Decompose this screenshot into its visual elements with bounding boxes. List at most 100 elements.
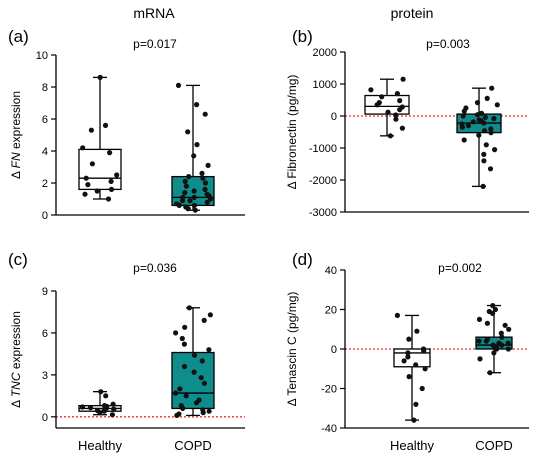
data-point	[198, 375, 204, 381]
data-point	[101, 403, 108, 409]
data-point	[204, 191, 210, 197]
p-value: p=0.036	[133, 261, 177, 275]
y-axis-label: Δ Tenascin C (pg/mg)	[285, 292, 299, 407]
data-point	[191, 194, 197, 200]
y-tick-label: 9	[42, 286, 48, 298]
data-point	[474, 100, 481, 106]
data-point	[465, 123, 471, 129]
data-point	[498, 330, 504, 336]
data-point	[481, 158, 487, 164]
data-point	[470, 119, 476, 125]
data-point	[102, 122, 109, 128]
data-point	[394, 91, 400, 97]
data-point	[176, 411, 182, 417]
category-label-healthy: Healthy	[78, 438, 123, 453]
data-point	[105, 196, 112, 202]
data-point	[173, 390, 179, 396]
y-tick-label: 6	[42, 114, 48, 126]
data-point	[183, 204, 189, 210]
data-point	[400, 76, 406, 82]
data-point	[486, 308, 492, 315]
data-point	[460, 113, 466, 119]
y-tick-label: 1000	[313, 79, 337, 91]
y-tick-label: 20	[325, 305, 337, 317]
data-point	[406, 374, 412, 380]
data-point	[191, 352, 198, 358]
data-point	[484, 336, 491, 342]
data-point	[103, 393, 109, 399]
y-axis-label: Δ Fibronectin (pg/mg)	[285, 75, 299, 190]
data-point	[463, 105, 469, 111]
iqr-box	[171, 351, 215, 410]
y-tick-label: 10	[36, 50, 48, 62]
column-title-mrna: mRNA	[133, 5, 175, 21]
y-tick-label: 40	[325, 265, 337, 277]
data-point	[175, 82, 182, 88]
data-point	[394, 312, 400, 318]
data-point	[385, 109, 391, 115]
category-label-copd: COPD	[475, 438, 513, 453]
data-point	[194, 142, 200, 148]
y-tick-label: 0	[42, 412, 48, 424]
data-point	[484, 95, 490, 101]
data-point	[487, 166, 494, 172]
panel-d: (d) p=0.002 -40 -20 0 20 40 Δ Tenascin C (pg/mg…	[285, 250, 529, 453]
data-point	[502, 322, 508, 328]
data-point	[490, 303, 496, 309]
data-point	[191, 202, 197, 208]
box-copd	[171, 82, 215, 213]
data-point	[399, 104, 405, 110]
data-point	[488, 130, 494, 136]
y-tick-label: 0	[331, 111, 337, 123]
data-point	[107, 150, 113, 156]
data-point	[399, 125, 405, 131]
data-point	[186, 174, 192, 180]
data-point	[406, 336, 412, 342]
data-point	[461, 137, 467, 143]
data-point	[376, 100, 382, 106]
panel-b: (b) p=0.003 -3000 -2000 -1000 0 1000 2000 Δ Fibr…	[285, 27, 529, 219]
data-point	[200, 407, 206, 413]
data-point	[476, 117, 482, 123]
data-point	[199, 358, 205, 364]
data-point	[182, 178, 188, 184]
data-point	[187, 198, 193, 204]
data-point	[110, 401, 116, 407]
y-tick-label: -20	[321, 384, 337, 396]
data-point	[206, 347, 212, 353]
data-point	[174, 201, 180, 207]
data-point	[487, 370, 493, 376]
data-point	[414, 328, 420, 334]
data-point	[204, 199, 210, 205]
p-value: p=0.003	[426, 37, 470, 51]
data-point	[478, 110, 485, 116]
data-point	[111, 406, 117, 412]
y-tick-label: 4	[42, 146, 48, 158]
data-point	[82, 191, 88, 197]
y-tick-label: 0	[42, 210, 48, 222]
panel-c: (c) p=0.036 0 3 6 9 Δ TNC expression Healthy COP…	[8, 250, 245, 453]
data-point	[422, 366, 428, 372]
category-label-copd: COPD	[174, 438, 212, 453]
data-point	[492, 147, 498, 153]
data-point	[481, 128, 488, 134]
data-point	[379, 94, 385, 100]
data-point	[196, 397, 202, 403]
data-point	[87, 405, 94, 411]
data-point	[476, 338, 482, 344]
data-point	[387, 133, 393, 139]
data-point	[202, 111, 208, 117]
p-value: p=0.002	[438, 261, 482, 275]
y-axis-label: Δ TNC expression	[9, 311, 23, 408]
data-point	[499, 334, 505, 340]
data-point	[491, 116, 497, 122]
data-point	[506, 326, 512, 332]
data-point	[94, 407, 101, 414]
data-point	[94, 188, 100, 194]
data-point	[181, 363, 188, 370]
data-point	[393, 112, 399, 118]
y-tick-label: 2	[42, 178, 48, 190]
data-point	[476, 132, 482, 138]
box-healthy	[78, 389, 122, 418]
